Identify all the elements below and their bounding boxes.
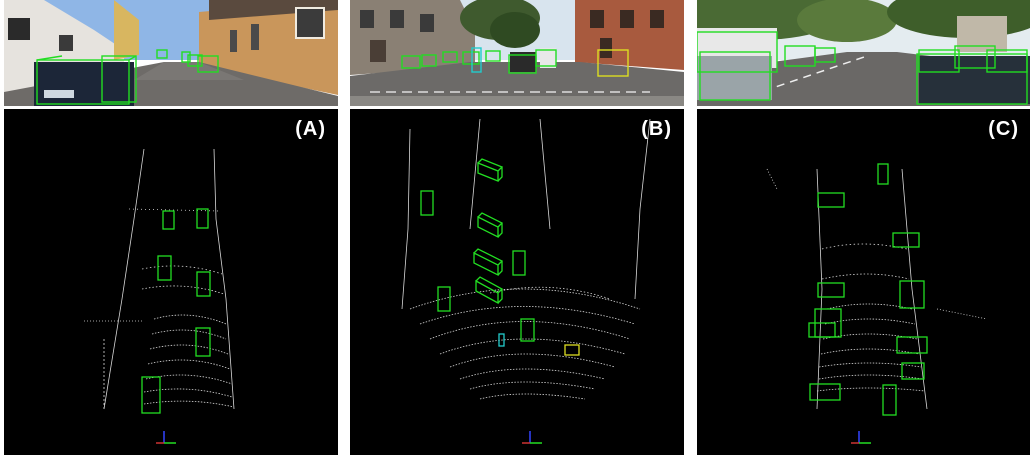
panel-b: (B)	[350, 0, 684, 455]
panel-label: (A)	[295, 118, 326, 140]
lidar-bev-view	[4, 109, 338, 455]
coordinate-axes-icon	[156, 431, 176, 444]
lidar-bev-view	[697, 109, 1030, 455]
lidar-bev-view	[350, 109, 684, 455]
panel-c: (C)	[697, 0, 1030, 455]
camera-image	[697, 0, 1030, 106]
coordinate-axes-icon	[851, 431, 871, 444]
panel-label: (C)	[988, 118, 1019, 140]
camera-image	[350, 0, 684, 106]
panel-label: (B)	[641, 118, 672, 140]
coordinate-axes-icon	[522, 431, 542, 444]
panel-a: (A)	[4, 0, 338, 455]
camera-image	[4, 0, 338, 106]
